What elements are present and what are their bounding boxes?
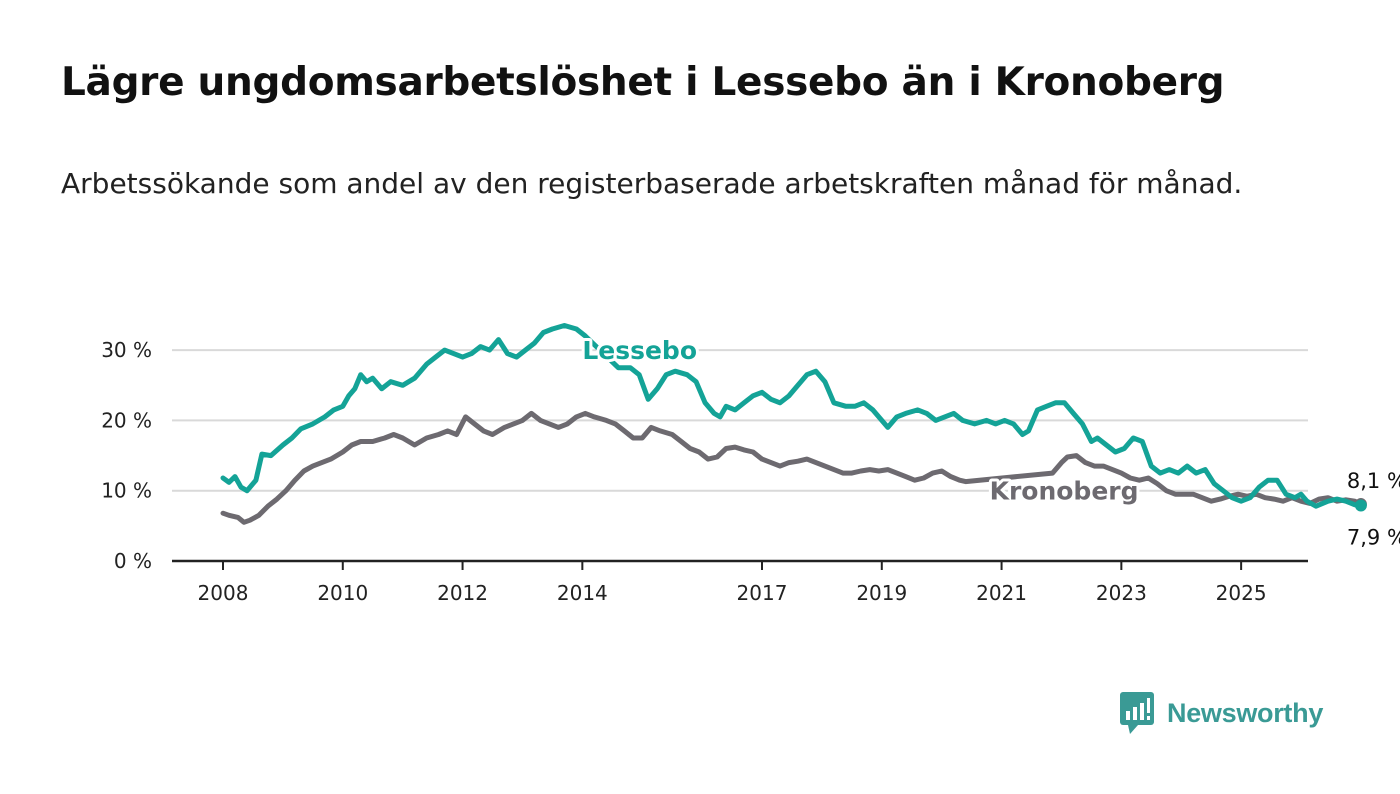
x-tick-label: 2019 bbox=[856, 581, 907, 605]
newsworthy-logo: Newsworthy bbox=[1119, 690, 1344, 736]
x-tick-label: 2014 bbox=[557, 581, 608, 605]
chart-subtitle: Arbetssökande som andel av den registerb… bbox=[61, 167, 1243, 200]
y-tick-label: 0 % bbox=[114, 549, 152, 573]
logo-text: Newsworthy bbox=[1167, 697, 1324, 728]
y-tick-label: 20 % bbox=[101, 408, 152, 432]
y-tick-label: 30 % bbox=[101, 338, 152, 362]
x-tick-label: 2017 bbox=[737, 581, 788, 605]
series-label-kronoberg: Kronoberg bbox=[990, 477, 1139, 506]
x-tick-label: 2025 bbox=[1216, 581, 1267, 605]
chart-title: Lägre ungdomsarbetslöshet i Lessebo än i… bbox=[61, 60, 1225, 105]
x-tick-label: 2023 bbox=[1096, 581, 1147, 605]
bar-chart-speech-bubble-icon bbox=[1120, 692, 1154, 734]
end-value-label-kronoberg: 8,1 % bbox=[1347, 469, 1400, 493]
x-tick-label: 2010 bbox=[317, 581, 368, 605]
x-tick-label: 2008 bbox=[198, 581, 249, 605]
x-tick-label: 2012 bbox=[437, 581, 488, 605]
series-line-lessebo bbox=[220, 323, 1364, 509]
end-point-lessebo bbox=[1354, 499, 1367, 512]
labels: Lessebo Kronoberg 8,1 % 7,9 % bbox=[579, 333, 1400, 549]
end-value-label-lessebo: 7,9 % bbox=[1347, 525, 1400, 549]
series-lines bbox=[220, 323, 1367, 525]
x-tick-label: 2021 bbox=[976, 581, 1027, 605]
series-label-lessebo: Lessebo bbox=[582, 336, 697, 365]
axes: 0 % 10 % 20 % 30 % 2008 2010 2012 2014 2017 2019 2… bbox=[101, 338, 1308, 605]
series-line-kronoberg bbox=[220, 410, 1364, 525]
y-tick-label: 10 % bbox=[101, 479, 152, 503]
grid-lines bbox=[172, 349, 1308, 492]
